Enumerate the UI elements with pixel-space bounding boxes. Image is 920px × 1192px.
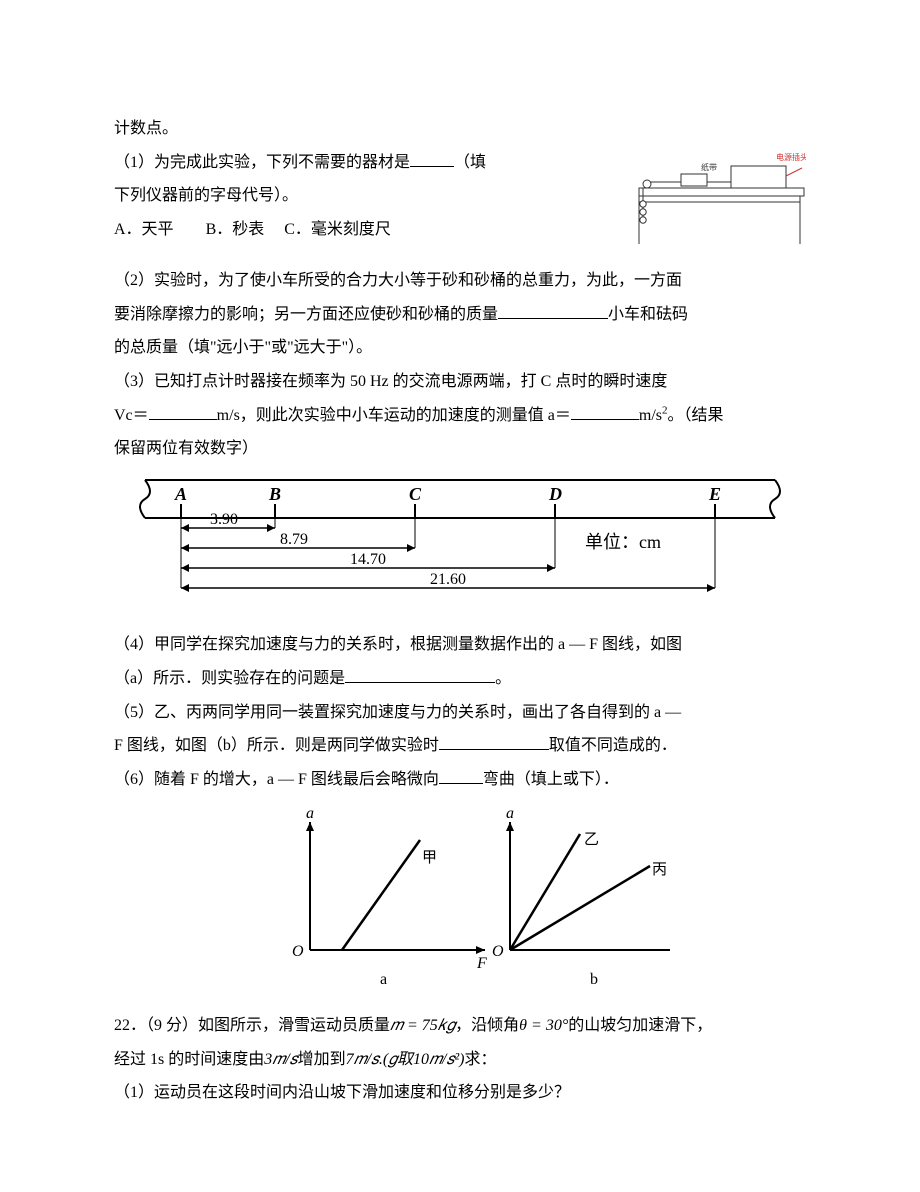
- q3-line3: 保留两位有效数字）: [114, 432, 806, 466]
- svg-text:O: O: [492, 943, 504, 960]
- q22-sub1: （1）运动员在这段时间内沿山坡下滑加速度和位移分别是多少？: [114, 1076, 806, 1110]
- line-counting-point: 计数点。: [114, 112, 806, 146]
- q3-line2: Vc＝m/s，则此次实验中小车运动的加速度的测量值 a＝m/s2。（结果: [114, 399, 806, 433]
- svg-text:O: O: [292, 943, 304, 960]
- svg-text:丙: 丙: [652, 862, 667, 878]
- svg-text:b: b: [590, 971, 598, 988]
- q4-line1: （4）甲同学在探究加速度与力的关系时，根据测量数据作出的 a — F 图线，如图: [114, 628, 806, 662]
- q5-blank: [439, 733, 549, 750]
- q3-line1: （3）已知打点计时器接在频率为 50 Hz 的交流电源两端，打 C 点时的瞬时速…: [114, 365, 806, 399]
- svg-text:电源插头: 电源插头: [776, 152, 806, 162]
- svg-text:B: B: [268, 484, 281, 504]
- q2-blank: [498, 302, 608, 319]
- q22-line1: 22．（9 分）如图所示，滑雪运动员质量𝑚 = 75𝑘𝑔，沿倾角θ = 30°的…: [114, 1009, 806, 1043]
- q2-line2: 要消除摩擦力的影响；另一方面还应使砂和砂桶的质量小车和砝码: [114, 298, 806, 332]
- q4-line2: （a）所示．则实验存在的问题是。: [114, 662, 806, 696]
- q3-blank-a: [571, 403, 639, 420]
- svg-text:8.79: 8.79: [280, 531, 308, 548]
- q5-line1: （5）乙、丙两同学用同一装置探究加速度与力的关系时，画出了各自得到的 a —: [114, 696, 806, 730]
- opt-A: A．天平: [114, 221, 174, 238]
- svg-text:F: F: [476, 955, 487, 972]
- svg-text:E: E: [708, 484, 721, 504]
- svg-text:a: a: [306, 805, 314, 822]
- q1-text-pre: （1）为完成此实验，下列不需要的器材是: [114, 154, 410, 171]
- q2-line1: （2）实验时，为了使小车所受的合力大小等于砂和砂桶的总重力，为此，一方面: [114, 264, 806, 298]
- q2-line3: 的总质量（填"远小于"或"远大于"）。: [114, 331, 806, 365]
- svg-text:乙: 乙: [584, 832, 599, 848]
- svg-text:单位：cm: 单位：cm: [585, 532, 661, 552]
- q1-blank: [410, 150, 454, 167]
- q6-line: （6）随着 F 的增大，a — F 图线最后会略微向弯曲（填上或下）．: [114, 763, 806, 797]
- tape-figure: A B C D E 3.90 8.79 14.70 21.60 单位：cm: [114, 470, 806, 623]
- q4-blank: [345, 666, 495, 683]
- svg-text:3.90: 3.90: [210, 511, 238, 528]
- q1-text-post: （填: [454, 154, 486, 171]
- q6-blank: [439, 767, 483, 784]
- opt-B: B．秒表: [206, 221, 265, 238]
- svg-text:a: a: [506, 805, 514, 822]
- svg-text:D: D: [548, 484, 562, 504]
- svg-text:a: a: [380, 971, 387, 988]
- svg-text:纸带: 纸带: [701, 162, 717, 172]
- svg-text:14.70: 14.70: [350, 551, 386, 568]
- apparatus-figure: 电源插头纸带: [621, 148, 806, 257]
- svg-text:C: C: [409, 484, 422, 504]
- svg-text:甲: 甲: [422, 850, 437, 866]
- opt-C: C．毫米刻度尺: [284, 221, 391, 238]
- svg-text:A: A: [174, 484, 187, 504]
- q3-blank-vc: [149, 403, 217, 420]
- svg-text:21.60: 21.60: [430, 571, 466, 588]
- q22-line2: 经过 1s 的时间速度由3𝑚/𝑠增加到7𝑚/𝑠.(𝑔取10𝑚/𝑠²)求：: [114, 1043, 806, 1077]
- q5-line2: F 图线，如图（b）所示．则是两同学做实验时取值不同造成的．: [114, 729, 806, 763]
- angle-expr: θ = 30°: [519, 1017, 568, 1034]
- aF-graphs: OaFOaF甲a乙丙b: [114, 800, 806, 1003]
- mass-expr: 𝑚 = 75𝑘𝑔: [390, 1017, 455, 1034]
